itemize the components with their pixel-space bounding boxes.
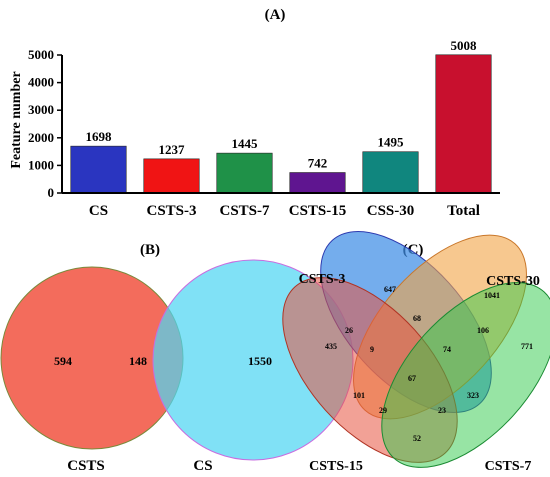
x-tick-label: CSTS-3 bbox=[146, 203, 196, 219]
bar bbox=[70, 145, 127, 194]
venn-c-region-value: 52 bbox=[413, 434, 421, 443]
venn-c-region-value: 106 bbox=[477, 326, 489, 335]
bar-value-labels: 1698 1237 1445 742 1495 5008 bbox=[86, 38, 478, 171]
venn-c-set-label-csts-7: CSTS-7 bbox=[485, 459, 532, 474]
bar bbox=[362, 151, 419, 194]
venn-b-overlap-value: 148 bbox=[129, 354, 147, 368]
x-tick-label: CSTS-7 bbox=[219, 203, 270, 219]
bar bbox=[289, 172, 346, 194]
bar bbox=[216, 152, 273, 194]
venn-c-region-value: 101 bbox=[353, 391, 365, 400]
venn-c-region-value: 29 bbox=[379, 406, 387, 415]
venn-c-region-value: 771 bbox=[521, 342, 533, 351]
venn-c-region-value: 9 bbox=[370, 345, 374, 354]
bar-value-label: 5008 bbox=[451, 38, 478, 53]
venn-c-set-label-csts-15: CSTS-15 bbox=[309, 459, 363, 474]
venn-c-region-value: 1041 bbox=[484, 291, 500, 300]
x-tick-label: CSTS-15 bbox=[289, 203, 347, 219]
x-tick-label: CS bbox=[89, 203, 108, 219]
bar-value-label: 742 bbox=[308, 156, 328, 171]
venn-c-region-value: 67 bbox=[408, 374, 416, 383]
venn-ellipse-csts-7 bbox=[381, 282, 550, 468]
bar-value-label: 1698 bbox=[86, 129, 113, 144]
venn-c-region-value: 23 bbox=[438, 406, 446, 415]
bar-value-label: 1237 bbox=[159, 142, 186, 157]
venn-panel-c: (C) CSTS-3 CSTS-30 CSTS-15 CSTS-7 647 10… bbox=[282, 231, 550, 474]
panel-a-label: (A) bbox=[265, 7, 286, 23]
y-tick-label: 4000 bbox=[28, 75, 54, 90]
y-tick-label: 0 bbox=[48, 185, 55, 200]
x-axis-tick-labels: CS CSTS-3 CSTS-7 CSTS-15 CSS-30 Total bbox=[89, 203, 480, 219]
venn-c-region-value: 647 bbox=[384, 285, 396, 294]
y-tick-label: 1000 bbox=[28, 157, 54, 172]
x-tick-label: CSS-30 bbox=[367, 203, 415, 219]
venn-b-csts-only-value: 594 bbox=[54, 354, 72, 368]
venn-b-set-label-csts: CSTS bbox=[67, 458, 105, 474]
bar bbox=[435, 54, 492, 194]
venn-c-set-label-csts-3: CSTS-3 bbox=[299, 272, 346, 287]
panel-b-label: (B) bbox=[140, 242, 160, 258]
bar bbox=[143, 158, 200, 194]
venn-c-region-value: 26 bbox=[345, 326, 353, 335]
venn-b-cs-only-value: 1550 bbox=[248, 354, 272, 368]
y-tick-label: 3000 bbox=[28, 102, 54, 117]
venn-c-region-value: 435 bbox=[325, 342, 337, 351]
bars bbox=[70, 54, 492, 194]
venn-c-region-value: 323 bbox=[467, 391, 479, 400]
venn-c-region-value: 68 bbox=[413, 314, 421, 323]
y-tick-label: 2000 bbox=[28, 130, 54, 145]
bar-value-label: 1445 bbox=[232, 136, 259, 151]
bar-value-label: 1495 bbox=[378, 135, 405, 150]
venn-b-set-label-cs: CS bbox=[193, 458, 212, 474]
venn-c-region-value: 74 bbox=[443, 345, 451, 354]
bar-chart-panel-a: (A) Feature number 0 1000 2000 3000 4000 5000… bbox=[9, 7, 500, 219]
y-axis-label: Feature number bbox=[9, 71, 24, 168]
y-tick-label: 5000 bbox=[28, 47, 54, 62]
x-tick-label: Total bbox=[447, 203, 480, 219]
venn-c-set-label-csts-30: CSTS-30 bbox=[486, 274, 540, 289]
y-axis-ticks: 0 1000 2000 3000 4000 5000 bbox=[28, 47, 62, 200]
